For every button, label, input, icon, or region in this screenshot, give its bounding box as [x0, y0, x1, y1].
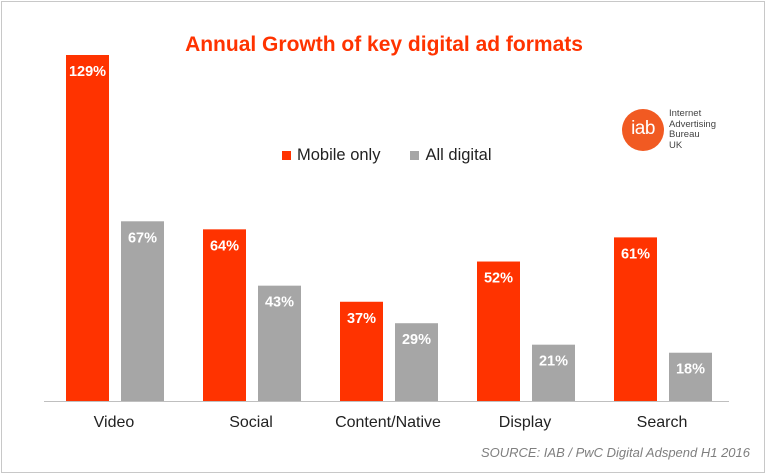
data-label: 21% [539, 354, 568, 370]
x-tick-label: Video [94, 414, 135, 431]
bar-mobile-display [477, 261, 520, 401]
legend-item-all-digital: All digital [410, 146, 492, 165]
legend-item-mobile: Mobile only [282, 146, 380, 165]
source-note: SOURCE: IAB / PwC Digital Adspend H1 201… [480, 445, 750, 460]
data-label: 18% [676, 362, 705, 378]
x-tick-label: Social [229, 414, 273, 431]
data-label: 37% [347, 311, 376, 327]
logo-line: Internet [669, 108, 702, 119]
chart-title: Annual Growth of key digital ad formats [185, 33, 583, 56]
logo-line: Advertising [669, 118, 716, 130]
data-label: 52% [484, 271, 513, 287]
bar-all-digital-social [258, 285, 301, 401]
legend: Mobile only All digital [282, 146, 522, 165]
x-tick-label: Content/Native [335, 414, 441, 431]
bars-layer [66, 55, 712, 401]
iab-logo-mark: iab [622, 109, 664, 151]
legend-label-mobile: Mobile only [297, 146, 381, 164]
data-label: 61% [621, 246, 650, 262]
data-label: 29% [402, 332, 431, 348]
bar-all-digital-video [121, 221, 164, 401]
bar-mobile-content-native [340, 301, 383, 401]
bar-all-digital-content-native [395, 323, 438, 401]
data-label: 64% [210, 238, 239, 254]
data-label: 129% [69, 64, 106, 80]
iab-logo-text: Internet Advertising Bureau UK [669, 108, 716, 151]
legend-label-all-digital: All digital [425, 146, 492, 164]
iab-logo: iab Internet Advertising Bureau UK [622, 108, 716, 151]
bar-mobile-search [614, 237, 657, 401]
bar-mobile-video [66, 55, 109, 401]
x-tick-label: Search [637, 414, 688, 431]
bar-all-digital-search [669, 352, 712, 401]
bar-mobile-social [203, 229, 246, 401]
legend-swatch-mobile [282, 151, 291, 160]
labels-layer: 129% 64% 37% 52% 61% 67% 43% 29% 21% 18% Video Soci… [69, 64, 705, 431]
x-tick-label: Display [499, 414, 551, 431]
bar-all-digital-display [532, 344, 575, 401]
data-label: 43% [265, 295, 294, 311]
data-label: 67% [128, 230, 157, 246]
legend-swatch-all-digital [410, 151, 420, 160]
logo-line: UK [669, 139, 683, 151]
logo-line: Bureau [669, 129, 700, 140]
